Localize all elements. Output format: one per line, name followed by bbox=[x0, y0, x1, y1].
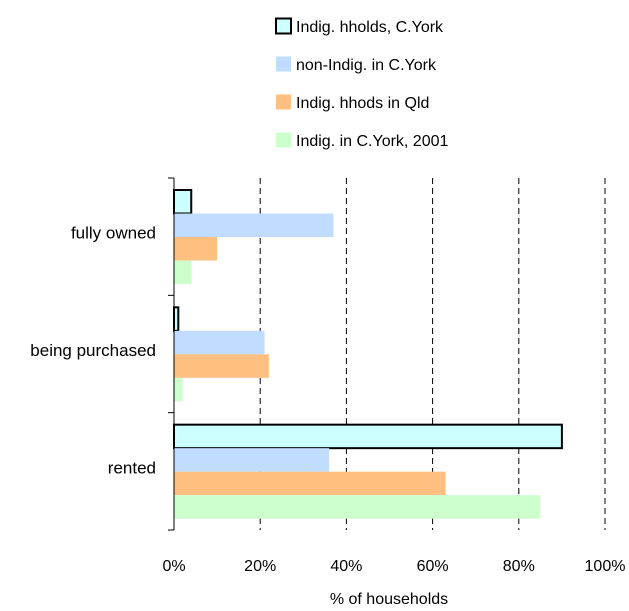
bar bbox=[174, 354, 269, 378]
bar bbox=[173, 189, 193, 215]
x-tick-labels: 0% 20% 40% 60% 80% 100% bbox=[162, 558, 625, 575]
bar bbox=[174, 213, 334, 237]
bar bbox=[173, 423, 563, 450]
x-tick-label: 100% bbox=[585, 558, 626, 575]
bar bbox=[174, 377, 183, 402]
x-tick-label: 40% bbox=[330, 558, 362, 575]
x-tick-label: 0% bbox=[162, 558, 185, 575]
legend-label: Indig. hhods in Qld bbox=[296, 95, 429, 112]
legend-label: non-Indig. in C.York bbox=[296, 57, 437, 74]
legend-label: Indig. hholds, C.York bbox=[296, 19, 444, 36]
legend-swatch bbox=[276, 94, 291, 110]
bar bbox=[174, 237, 218, 261]
category-label: being purchased bbox=[30, 341, 156, 360]
bar bbox=[174, 495, 541, 519]
bar bbox=[174, 448, 330, 472]
legend-swatch bbox=[276, 56, 291, 72]
legend-label: Indig. in C.York, 2001 bbox=[296, 133, 449, 150]
bar bbox=[174, 471, 446, 496]
x-axis-title: % of households bbox=[330, 591, 448, 608]
legend-swatch bbox=[275, 17, 292, 35]
category-label: fully owned bbox=[71, 224, 156, 243]
x-tick-label: 60% bbox=[417, 558, 449, 575]
category-label: rented bbox=[108, 458, 156, 477]
bar bbox=[174, 260, 192, 284]
axes bbox=[168, 177, 175, 531]
legend-swatch bbox=[276, 132, 291, 148]
bar bbox=[174, 330, 265, 355]
category-labels: fully owned being purchased rented bbox=[30, 224, 156, 478]
legend: Indig. hholds, C.York non-Indig. in C.Yor… bbox=[275, 17, 449, 150]
x-tick-label: 20% bbox=[244, 558, 276, 575]
bars bbox=[173, 189, 563, 519]
x-tick-label: 80% bbox=[503, 558, 535, 575]
bar bbox=[173, 306, 180, 332]
